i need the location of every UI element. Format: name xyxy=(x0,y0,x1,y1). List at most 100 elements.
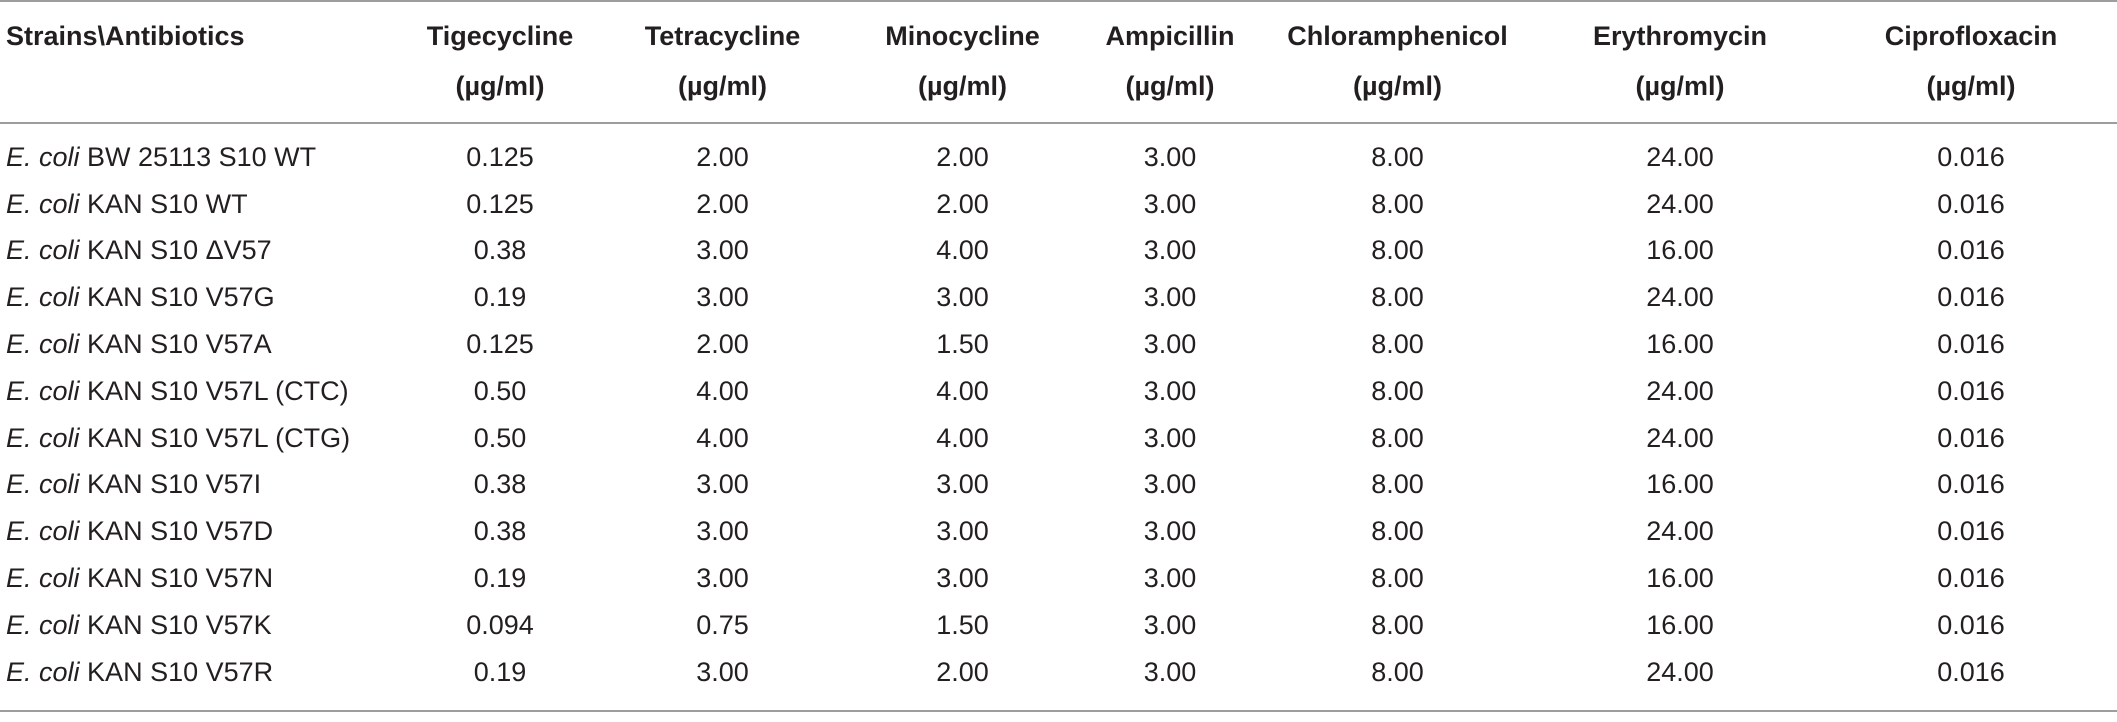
mic-value-cell: 0.125 xyxy=(466,188,534,219)
mic-value-cell: 0.19 xyxy=(473,282,527,313)
mic-value-cell: 24.00 xyxy=(1535,648,1825,712)
column-header-unit: (µg/ml) xyxy=(455,71,545,101)
mic-value-cell: 3.00 xyxy=(696,282,749,313)
mic-value-cell: 3.00 xyxy=(1143,235,1197,266)
column-header-label: Minocycline xyxy=(885,21,1040,51)
mic-value-cell: 16.00 xyxy=(1646,329,1714,360)
mic-value-cell: 0.016 xyxy=(1825,648,2117,712)
table-row: E. coli KAN S10 V57A 0.125 2.00 1.50 3.00 8.0… xyxy=(0,321,2117,368)
mic-value-cell: 4.00 xyxy=(696,422,749,453)
table-row: E. coli KAN S10 ΔV57 0.38 3.00 4.00 3.00 8.00… xyxy=(0,228,2117,275)
mic-value-cell: 0.38 xyxy=(473,516,527,547)
strain-name: KAN S10 V57N xyxy=(87,563,274,594)
column-header-label: Ampicillin xyxy=(1105,21,1235,51)
table-row: E. coli BW 25113 S10 WT 0.125 2.00 2.00 3.00… xyxy=(0,123,2117,181)
mic-value-cell: 2.00 xyxy=(936,188,989,219)
mic-value-cell: 24.00 xyxy=(1646,141,1714,172)
mic-value-cell: 0.016 xyxy=(1937,235,2005,266)
strain-genus: E. coli xyxy=(6,656,80,687)
mic-value-cell: 0.50 xyxy=(473,375,527,406)
mic-value-cell: 0.016 xyxy=(1937,563,2005,594)
mic-value-cell: 1.50 xyxy=(936,609,989,640)
mic-value-cell: 8.00 xyxy=(1371,282,1424,313)
mic-value-cell: 0.19 xyxy=(400,648,600,712)
strain-genus: E. coli xyxy=(6,422,80,453)
table-row: E. coli KAN S10 V57L (CTG) 0.50 4.00 4.00 3.… xyxy=(0,415,2117,462)
strain-name: BW 25113 S10 WT xyxy=(87,141,317,172)
mic-value-cell: 3.00 xyxy=(600,648,845,712)
mic-value-cell: 8.00 xyxy=(1260,648,1535,712)
column-header-unit: (µg/ml) xyxy=(677,71,768,101)
strain-name: KAN S10 V57K xyxy=(87,609,272,640)
strain-name: KAN S10 V57D xyxy=(87,516,274,547)
mic-value-cell: 0.094 xyxy=(466,609,534,640)
strain-cell: E. coli KAN S10 V57L (CTG) xyxy=(0,415,400,462)
table-row: E. coli KAN S10 V57G 0.19 3.00 3.00 3.00 8.00… xyxy=(0,274,2117,321)
table-row: E. coli KAN S10 V57R 0.19 3.00 2.00 3.00 8.00… xyxy=(0,648,2117,712)
table-header: Strains\Antibiotics Tigecycline (µg/ml) Te… xyxy=(0,0,2117,124)
strain-genus: E. coli xyxy=(6,375,80,406)
mic-value-cell: 2.00 xyxy=(696,329,749,360)
column-header-label: Tetracycline xyxy=(644,21,801,51)
column-header-minocycline: Minocycline (µg/ml) xyxy=(845,0,1080,124)
corner-header: Strains\Antibiotics xyxy=(0,0,400,124)
strain-name: KAN S10 V57L (CTG) xyxy=(87,422,351,453)
mic-value-cell: 3.00 xyxy=(936,563,989,594)
table-row: E. coli KAN S10 WT 0.125 2.00 2.00 3.00 8.00 2… xyxy=(0,181,2117,228)
strain-cell: E. coli KAN S10 V57K xyxy=(0,602,400,649)
mic-value-cell: 24.00 xyxy=(1646,282,1714,313)
column-header-label: Tigecycline xyxy=(426,21,574,51)
mic-value-cell: 0.50 xyxy=(473,422,527,453)
column-header-label: Ciprofloxacin xyxy=(1884,21,2058,51)
mic-value-cell: 8.00 xyxy=(1371,609,1424,640)
mic-value-cell: 2.00 xyxy=(696,141,749,172)
mic-value-cell: 0.016 xyxy=(1937,422,2005,453)
mic-value-cell: 8.00 xyxy=(1371,329,1424,360)
strain-cell: E. coli KAN S10 V57L (CTC) xyxy=(0,368,400,415)
mic-value-cell: 24.00 xyxy=(1646,188,1714,219)
strain-genus: E. coli xyxy=(6,563,80,594)
mic-value-cell: 3.00 xyxy=(696,235,749,266)
mic-value-cell: 3.00 xyxy=(1143,188,1197,219)
strain-name: KAN S10 WT xyxy=(87,188,248,219)
mic-value-cell: 3.00 xyxy=(696,516,749,547)
strain-genus: E. coli xyxy=(6,469,80,500)
strain-cell: E. coli KAN S10 V57A xyxy=(0,321,400,368)
mic-value-cell: 2.00 xyxy=(936,141,989,172)
mic-value-cell: 8.00 xyxy=(1371,188,1424,219)
table-row: E. coli KAN S10 V57L (CTC) 0.50 4.00 4.00 3.… xyxy=(0,368,2117,415)
strain-genus: E. coli xyxy=(6,282,80,313)
mic-value-cell: 0.125 xyxy=(466,141,534,172)
column-header-tigecycline: Tigecycline (µg/ml) xyxy=(400,0,600,124)
mic-value-cell: 0.19 xyxy=(473,563,527,594)
mic-value-cell: 3.00 xyxy=(1143,609,1197,640)
mic-value-cell: 4.00 xyxy=(936,235,989,266)
mic-value-cell: 24.00 xyxy=(1646,375,1714,406)
column-header-erythromycin: Erythromycin (µg/ml) xyxy=(1535,0,1825,124)
column-header-ampicillin: Ampicillin (µg/ml) xyxy=(1080,0,1260,124)
strain-cell: E. coli BW 25113 S10 WT xyxy=(0,123,400,181)
column-header-ciprofloxacin: Ciprofloxacin (µg/ml) xyxy=(1825,0,2117,124)
mic-value-cell: 16.00 xyxy=(1646,609,1714,640)
mic-value-cell: 3.00 xyxy=(1143,469,1197,500)
mic-value-cell: 8.00 xyxy=(1371,563,1424,594)
mic-value-cell: 4.00 xyxy=(936,375,989,406)
strain-cell: E. coli KAN S10 V57D xyxy=(0,508,400,555)
mic-value-cell: 3.00 xyxy=(1080,648,1260,712)
strain-genus: E. coli xyxy=(6,609,80,640)
mic-value-cell: 3.00 xyxy=(696,563,749,594)
column-header-label: Erythromycin xyxy=(1592,21,1768,51)
mic-value-cell: 4.00 xyxy=(936,422,989,453)
mic-value-cell: 0.016 xyxy=(1937,609,2005,640)
mic-value-cell: 8.00 xyxy=(1371,469,1424,500)
strain-genus: E. coli xyxy=(6,141,80,172)
mic-value-cell: 0.38 xyxy=(473,235,527,266)
mic-value-cell: 16.00 xyxy=(1646,235,1714,266)
strain-genus: E. coli xyxy=(6,516,80,547)
mic-value-cell: 0.016 xyxy=(1937,375,2005,406)
column-header-unit: (µg/ml) xyxy=(1125,71,1215,101)
strain-name: KAN S10 V57A xyxy=(87,329,272,360)
header-row: Strains\Antibiotics Tigecycline (µg/ml) Te… xyxy=(0,0,2117,124)
